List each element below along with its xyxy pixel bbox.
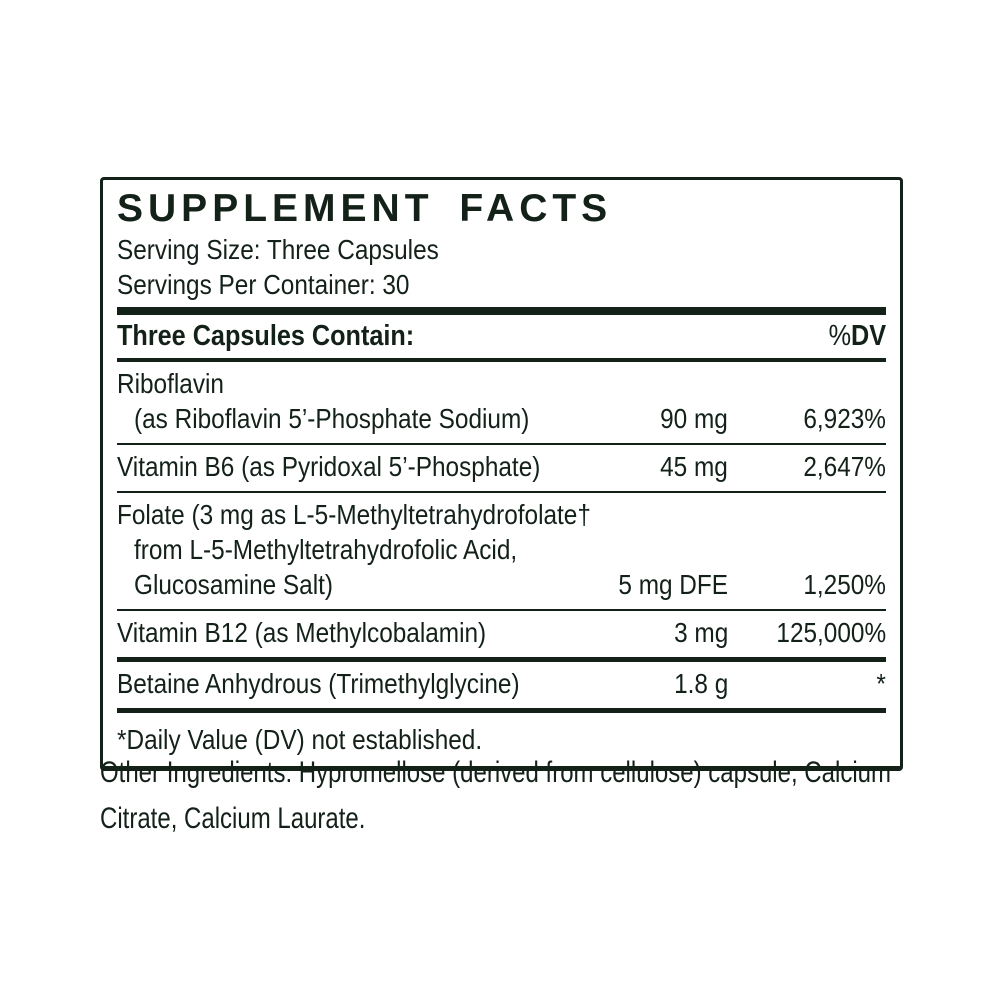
servings-per-container-line: Servings Per Container: 30 bbox=[117, 267, 886, 302]
nutrient-amount: 90 mg bbox=[660, 403, 728, 434]
row-divider bbox=[117, 443, 886, 445]
nutrient-amount: 3 mg bbox=[673, 617, 728, 648]
nutrient-name: Betaine Anhydrous (Trimethylglycine) bbox=[117, 668, 520, 699]
column-header-row: Three Capsules Contain: %DV bbox=[117, 315, 886, 358]
supplement-facts-panel: SUPPLEMENT FACTS Serving Size: Three Cap… bbox=[100, 177, 903, 771]
serving-size-text: Serving Size: Three Capsules bbox=[117, 234, 439, 265]
nutrient-dv: 125,000% bbox=[776, 617, 886, 648]
row-divider bbox=[117, 609, 886, 611]
dv-abbrev: DV bbox=[850, 320, 886, 352]
nutrient-row: Folate (3 mg as L-5-Methyltetrahydrofola… bbox=[117, 493, 886, 609]
nutrient-name: Folate (3 mg as L-5-Methyltetrahydrofola… bbox=[117, 499, 591, 600]
row-divider bbox=[117, 491, 886, 493]
panel-title: SUPPLEMENT FACTS bbox=[117, 187, 613, 230]
nutrient-amount: 45 mg bbox=[660, 451, 728, 482]
nutrient-row: Riboflavin (as Riboflavin 5’-Phosphate So… bbox=[117, 362, 886, 443]
nutrient-row: Vitamin B12 (as Methylcobalamin) 3 mg 125,… bbox=[117, 611, 886, 657]
percent-sign: % bbox=[828, 320, 851, 352]
row-divider bbox=[117, 657, 886, 662]
nutrient-row: Vitamin B6 (as Pyridoxal 5’-Phosphate) 45… bbox=[117, 445, 886, 491]
nutrient-rows: Riboflavin (as Riboflavin 5’-Phosphate So… bbox=[117, 362, 886, 713]
nutrient-name: Vitamin B12 (as Methylcobalamin) bbox=[117, 617, 487, 648]
nutrient-dv: * bbox=[876, 668, 886, 699]
contain-header: Three Capsules Contain: bbox=[117, 320, 415, 352]
nutrient-name: Riboflavin (as Riboflavin 5’-Phosphate So… bbox=[117, 368, 530, 434]
nutrient-amount: 5 mg DFE bbox=[618, 569, 728, 600]
nutrient-dv: 1,250% bbox=[803, 569, 886, 600]
serving-size-line: Serving Size: Three Capsules bbox=[117, 232, 886, 267]
medium-divider-header bbox=[117, 358, 886, 362]
dv-footnote: *Daily Value (DV) not established. bbox=[117, 724, 483, 755]
nutrient-dv: 6,923% bbox=[803, 403, 886, 434]
dv-column-header: %DV bbox=[820, 319, 886, 354]
row-divider bbox=[117, 708, 886, 713]
nutrient-row: Betaine Anhydrous (Trimethylglycine) 1.8 … bbox=[117, 662, 886, 708]
nutrient-dv: 2,647% bbox=[803, 451, 886, 482]
nutrient-amount: 1.8 g bbox=[673, 668, 728, 699]
thick-divider-top bbox=[117, 307, 886, 315]
other-ingredients: Other Ingredients: Hypromellose (derived… bbox=[100, 750, 910, 842]
nutrient-name: Vitamin B6 (as Pyridoxal 5’-Phosphate) bbox=[117, 451, 541, 482]
servings-per-container-text: Servings Per Container: 30 bbox=[117, 269, 410, 300]
other-ingredients-text: Other Ingredients: Hypromellose (derived… bbox=[100, 756, 891, 835]
